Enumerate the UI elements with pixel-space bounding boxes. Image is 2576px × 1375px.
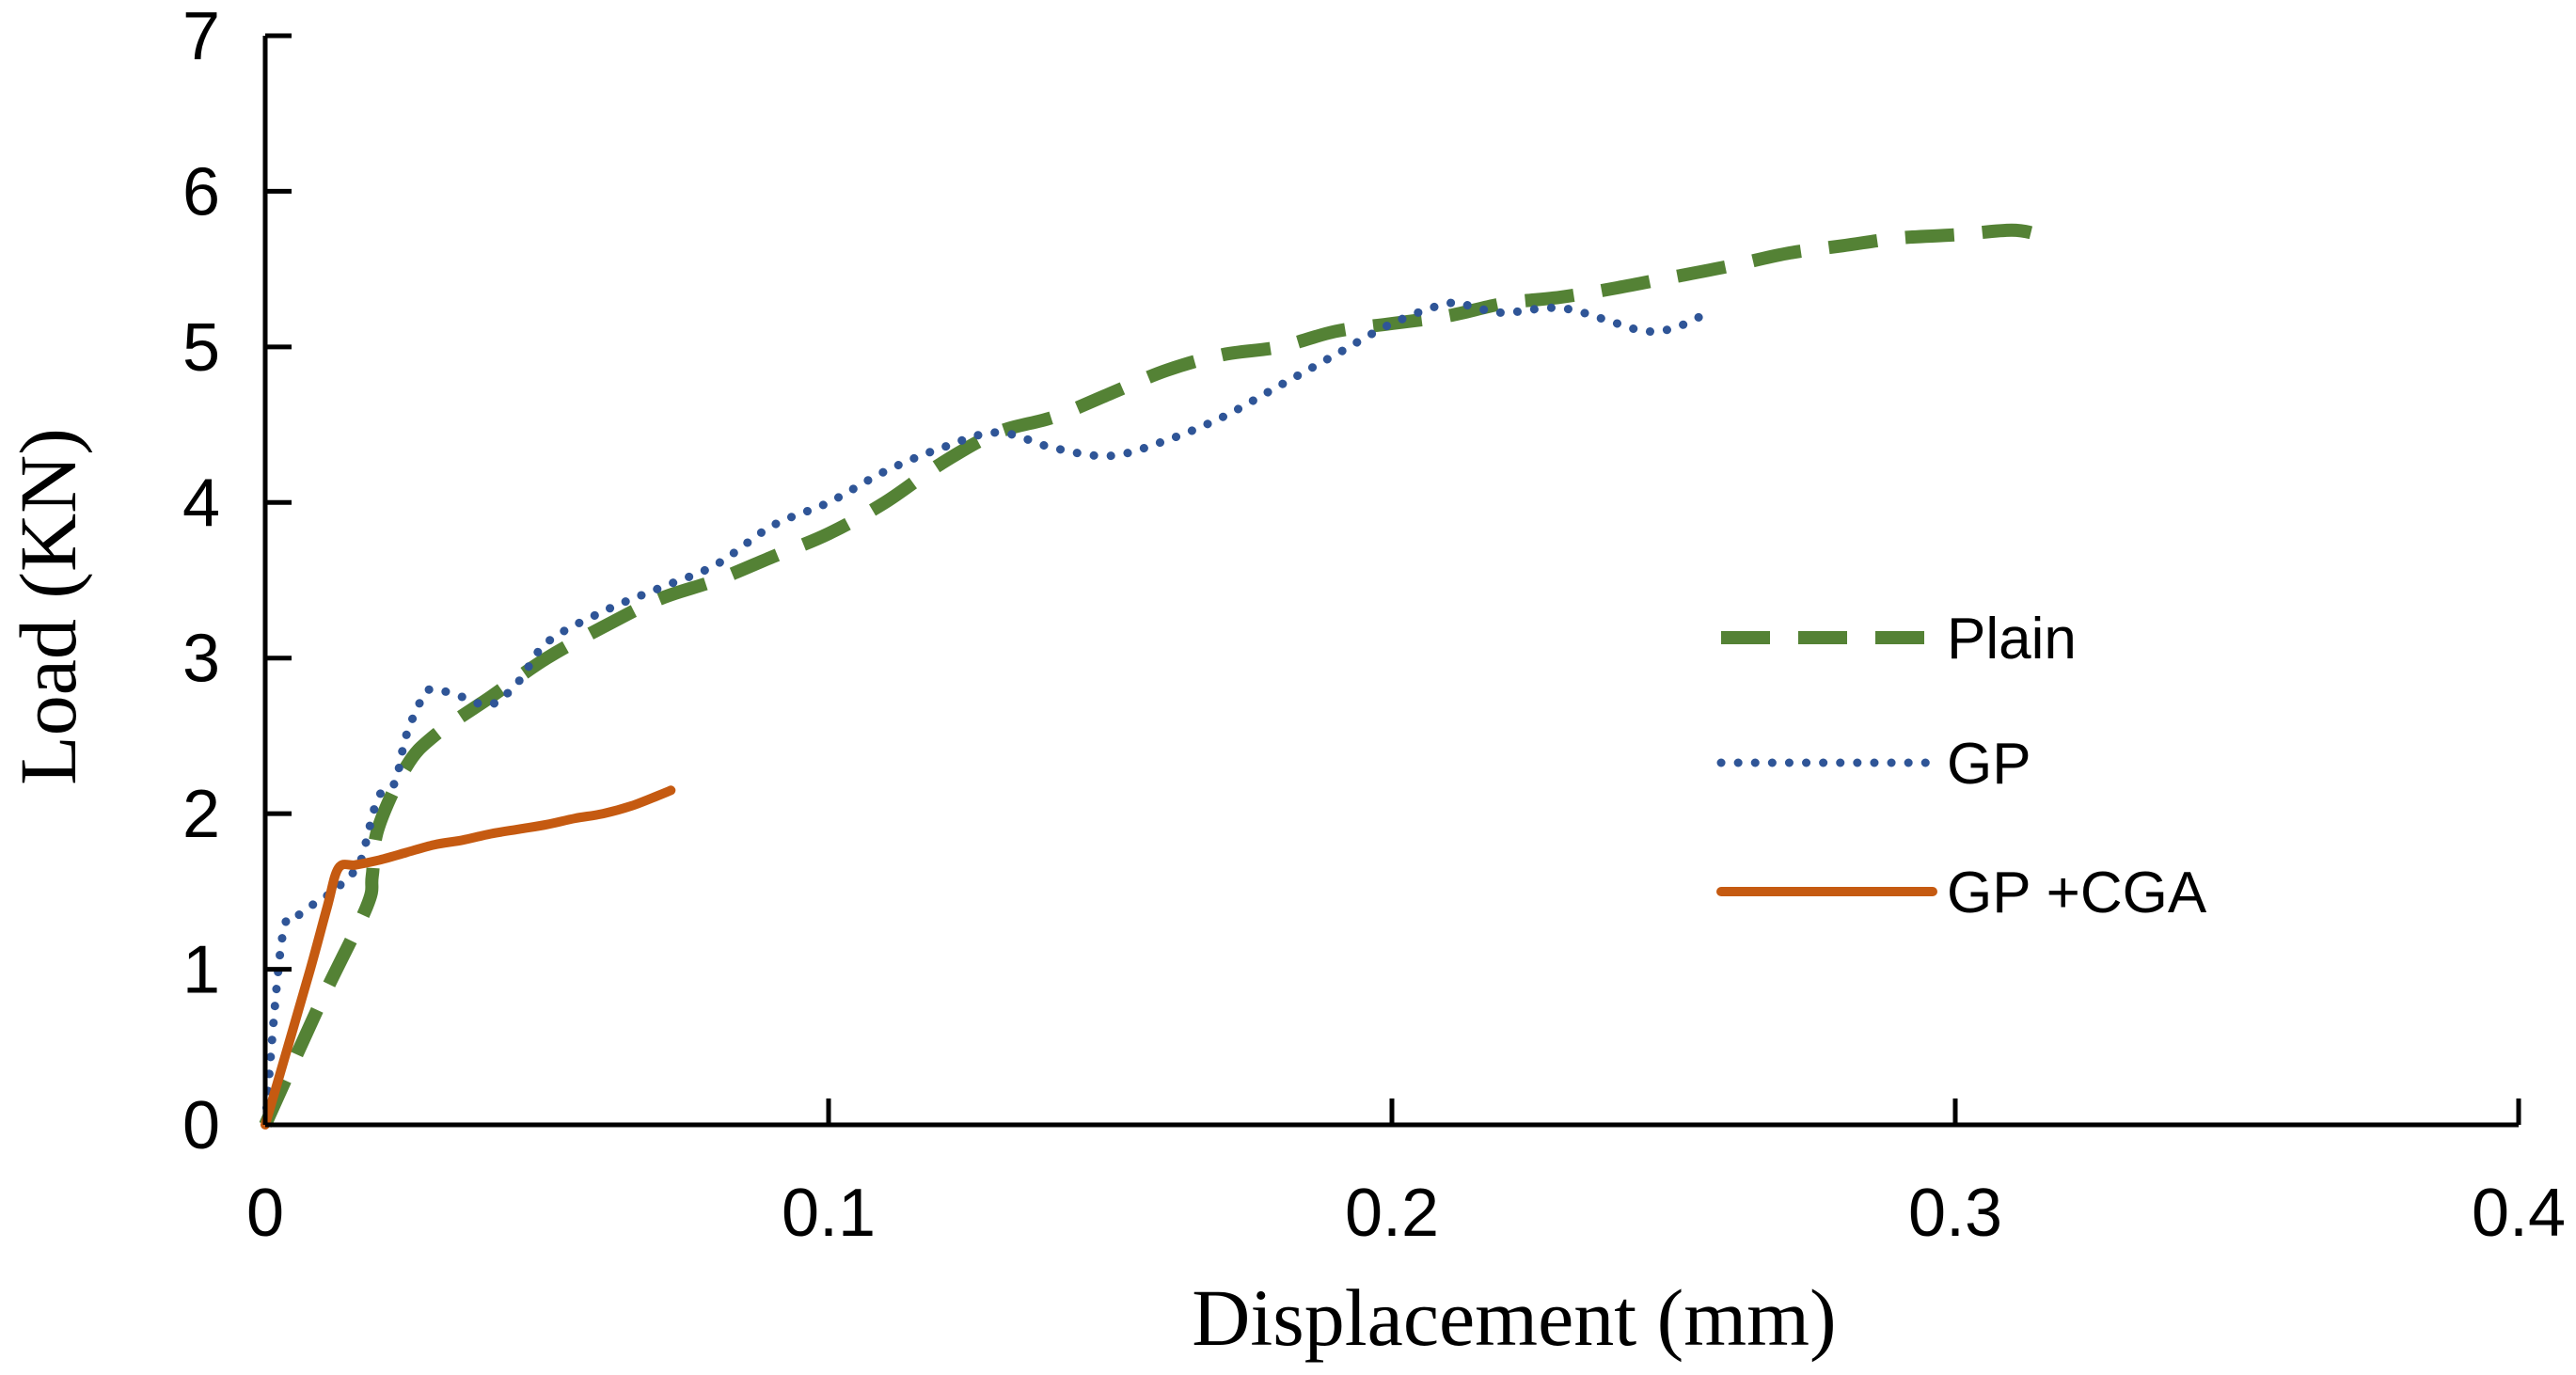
series-line-plain	[259, 223, 2042, 1128]
x-tick-label: 0.2	[1345, 1176, 1439, 1251]
y-axis-title: Load (KN)	[3, 428, 93, 785]
y-tick-label: 1	[182, 933, 220, 1008]
y-axis-ticks	[265, 33, 292, 1128]
legend-label-gp: GP	[1947, 732, 2031, 797]
y-tick-label: 2	[182, 777, 220, 852]
y-tick-label: 3	[182, 622, 220, 697]
series-group	[259, 223, 2042, 1130]
legend: Plain GP GP +CGA	[1716, 607, 2207, 925]
y-tick-label: 7	[182, 0, 220, 74]
y-tick-label: 4	[182, 466, 220, 541]
x-tick-label: 0.1	[782, 1176, 876, 1251]
legend-label-gp-cga: GP +CGA	[1947, 861, 2207, 925]
x-tick-label: 0.3	[1908, 1176, 2002, 1251]
series-line-gp-cga	[261, 785, 676, 1130]
x-axis-title: Displacement (mm)	[1192, 1272, 1836, 1363]
x-tick-label: 0	[246, 1176, 284, 1251]
y-tick-label: 0	[182, 1088, 220, 1163]
x-axis-ticks	[262, 1098, 2521, 1125]
series-line-gp	[261, 298, 1706, 1130]
y-tick-label: 5	[182, 310, 220, 386]
x-tick-label: 0.4	[2472, 1176, 2566, 1251]
y-tick-label: 6	[182, 154, 220, 229]
legend-label-plain: Plain	[1947, 607, 2077, 672]
